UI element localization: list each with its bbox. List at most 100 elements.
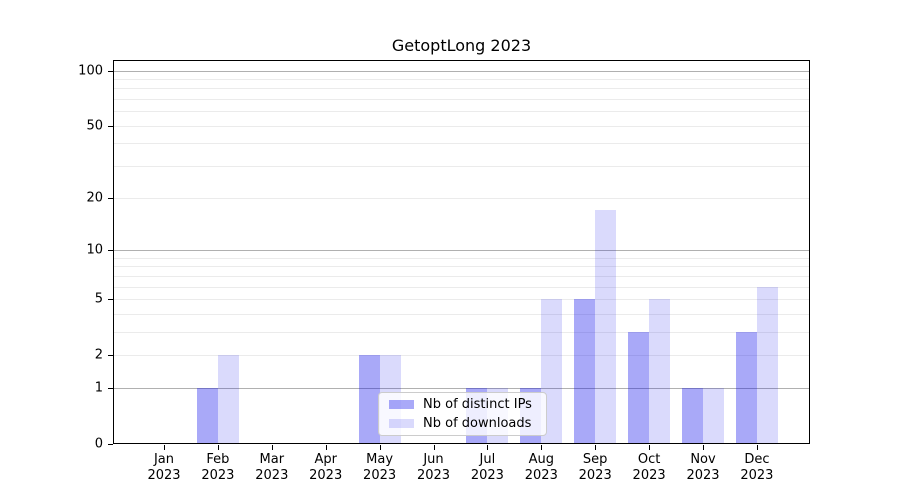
gridline-minor — [113, 78, 810, 80]
gridline-minor — [113, 331, 810, 333]
x-tick-label: Apr 2023 — [309, 452, 342, 484]
x-tick-mark — [325, 445, 327, 450]
x-tick-year: 2023 — [147, 468, 181, 483]
gridline-minor — [113, 266, 810, 268]
gridline-minor — [113, 143, 810, 145]
x-tick-label: Dec 2023 — [740, 452, 773, 484]
gridline-minor — [113, 99, 810, 101]
gridline-minor — [113, 355, 810, 357]
x-tick-mark — [649, 445, 651, 450]
x-tick-mark — [433, 445, 435, 450]
x-tick-mark — [164, 445, 165, 450]
bar-distinct-ips-sep — [574, 298, 596, 444]
y-tick-label: 20 — [86, 190, 103, 206]
x-tick-mark — [595, 445, 597, 450]
x-tick-year: 2023 — [686, 468, 720, 483]
gridline-minor — [113, 88, 810, 90]
y-tick-label: 100 — [78, 63, 103, 78]
y-tick-label: 10 — [86, 242, 103, 258]
bar-downloads-dec — [756, 286, 778, 444]
bar-distinct-ips-oct — [628, 331, 650, 444]
gridline-minor — [113, 257, 810, 259]
y-tick-mark — [108, 197, 113, 199]
x-tick-year: 2023 — [416, 468, 451, 483]
x-tick-label: Jun 2023 — [417, 452, 450, 484]
y-tick-label: 5 — [94, 291, 103, 307]
legend-item: Nb of distinct IPs — [389, 397, 536, 412]
x-tick-label: Jan 2023 — [147, 452, 180, 484]
x-tick-year: 2023 — [363, 468, 397, 483]
legend-label-downloads: Nb of downloads — [423, 416, 532, 431]
bar-downloads-sep — [595, 210, 617, 444]
x-tick-month: Feb — [206, 452, 230, 467]
y-tick-label: 2 — [94, 347, 103, 363]
y-tick-label: 1 — [94, 380, 103, 396]
x-tick-mark — [756, 445, 758, 450]
x-tick-month: Nov — [690, 452, 716, 467]
gridline-minor — [113, 197, 810, 199]
y-tick-label: 0 — [94, 436, 103, 452]
x-tick-label: Oct 2023 — [633, 452, 666, 484]
x-tick-label: Feb 2023 — [201, 452, 234, 484]
y-tick-mark — [108, 298, 113, 300]
x-tick-month: Sep — [582, 452, 608, 467]
bar-downloads-oct — [649, 298, 671, 444]
y-tick-mark — [108, 70, 113, 72]
x-tick-label: Mar 2023 — [255, 452, 288, 484]
x-tick-month: Oct — [637, 452, 661, 467]
x-tick-mark — [217, 445, 219, 450]
chart-title: GetoptLong 2023 — [391, 36, 532, 55]
x-tick-year: 2023 — [524, 468, 558, 483]
x-tick-mark — [487, 445, 489, 450]
x-tick-month: Apr — [314, 452, 337, 467]
plot-frame — [113, 60, 810, 444]
x-tick-year: 2023 — [632, 468, 666, 483]
x-tick-label: Sep 2023 — [579, 452, 612, 484]
legend-label-distinct-ips: Nb of distinct IPs — [423, 397, 532, 412]
gridline-major — [113, 70, 810, 72]
gridline-minor — [113, 111, 810, 113]
legend: Nb of distinct IPs Nb of downloads — [378, 392, 547, 436]
gridline-minor — [113, 298, 810, 300]
gridline-major — [113, 249, 810, 251]
bar-distinct-ips-feb — [196, 387, 218, 444]
x-tick-month: Dec — [744, 452, 770, 467]
x-tick-year: 2023 — [740, 468, 774, 483]
bar-downloads-nov — [703, 387, 724, 444]
x-tick-year: 2023 — [201, 468, 235, 483]
x-tick-month: Jan — [153, 452, 175, 467]
bar-distinct-ips-may — [358, 355, 380, 444]
x-tick-year: 2023 — [470, 468, 504, 483]
x-tick-label: Nov 2023 — [686, 452, 719, 484]
x-tick-month: Jun — [423, 452, 444, 467]
gridline-minor — [113, 313, 810, 315]
x-tick-label: May 2023 — [363, 452, 396, 484]
gridline-minor — [113, 275, 810, 277]
y-tick-mark — [108, 125, 113, 127]
gridline-minor — [113, 286, 810, 288]
x-tick-month: Jul — [479, 452, 496, 467]
x-tick-year: 2023 — [309, 468, 343, 483]
legend-swatch-distinct-ips — [389, 400, 414, 409]
bar-distinct-ips-dec — [735, 331, 757, 444]
x-tick-year: 2023 — [578, 468, 612, 483]
y-tick-mark — [108, 355, 113, 357]
x-tick-year: 2023 — [255, 468, 289, 483]
x-tick-month: Aug — [528, 452, 554, 467]
y-tick-mark — [108, 249, 113, 251]
y-tick-mark — [108, 444, 113, 445]
x-tick-mark — [271, 445, 273, 450]
y-tick-mark — [108, 387, 113, 389]
bar-distinct-ips-nov — [682, 387, 703, 444]
gridline-minor — [113, 125, 810, 127]
x-tick-month: Mar — [259, 452, 285, 467]
legend-swatch-downloads — [389, 419, 414, 428]
x-tick-label: Jul 2023 — [471, 452, 504, 484]
x-tick-mark — [379, 445, 381, 450]
x-tick-label: Aug 2023 — [525, 452, 558, 484]
x-tick-mark — [703, 445, 704, 450]
y-tick-label: 50 — [86, 118, 103, 134]
gridline-major — [113, 387, 810, 389]
bar-downloads-feb — [217, 355, 239, 444]
